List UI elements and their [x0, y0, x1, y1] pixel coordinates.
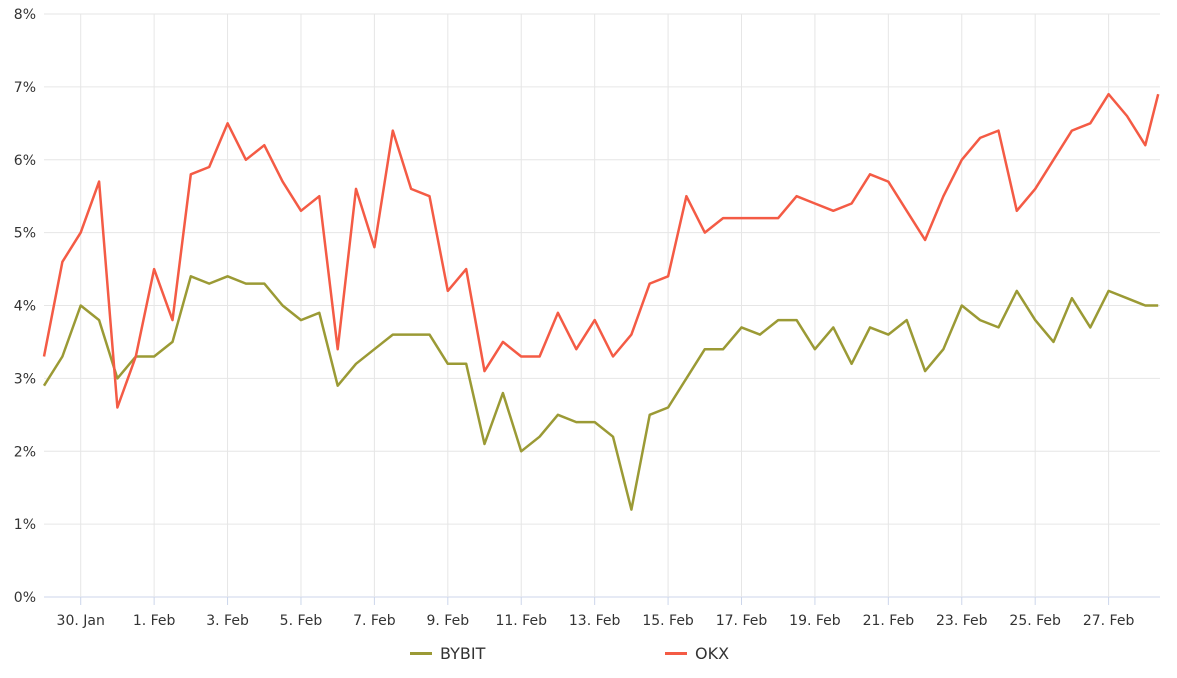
x-tick-label: 25. Feb	[1009, 613, 1061, 629]
y-tick-label: 2%	[14, 444, 36, 460]
x-axis: 30. Jan 1. Feb 3. Feb 5. Feb 7. Feb 9. Feb 11.…	[57, 597, 1135, 629]
x-tick-label: 13. Feb	[569, 613, 621, 629]
y-tick-label: 1%	[14, 517, 36, 533]
legend-item-bybit[interactable]: BYBIT	[410, 644, 485, 663]
y-tick-label: 3%	[14, 371, 36, 387]
y-tick-label: 7%	[14, 80, 36, 96]
legend-item-okx[interactable]: OKX	[665, 644, 729, 663]
legend-label-okx: OKX	[695, 644, 730, 663]
x-tick-label: 5. Feb	[280, 613, 323, 629]
x-tick-label: 17. Feb	[716, 613, 768, 629]
grid	[44, 13, 1160, 598]
x-tick-label: 23. Feb	[936, 613, 988, 629]
x-tick-label: 15. Feb	[642, 613, 694, 629]
y-tick-label: 4%	[14, 299, 36, 315]
series-lines	[42, 92, 1160, 511]
legend-swatch-okx	[665, 652, 687, 655]
x-tick-label: 7. Feb	[353, 613, 396, 629]
y-tick-label: 6%	[14, 153, 36, 169]
legend-label-bybit: BYBIT	[440, 644, 486, 663]
y-tick-label: 8%	[14, 7, 36, 23]
x-tick-label: 21. Feb	[863, 613, 915, 629]
y-tick-label: 5%	[14, 226, 36, 242]
y-axis: 0% 1% 2% 3% 4% 5% 6% 7% 8%	[14, 7, 36, 606]
x-tick-label: 11. Feb	[495, 613, 547, 629]
x-tick-label: 3. Feb	[206, 613, 249, 629]
x-tick-label: 19. Feb	[789, 613, 841, 629]
x-tick-label: 1. Feb	[133, 613, 176, 629]
x-tick-label: 30. Jan	[57, 613, 105, 629]
x-tick-label: 9. Feb	[427, 613, 470, 629]
series-line-okx	[42, 92, 1160, 409]
x-tick-label: 27. Feb	[1083, 613, 1135, 629]
y-tick-label: 0%	[14, 590, 36, 606]
legend-swatch-bybit	[410, 652, 432, 655]
series-line-bybit	[42, 275, 1159, 511]
